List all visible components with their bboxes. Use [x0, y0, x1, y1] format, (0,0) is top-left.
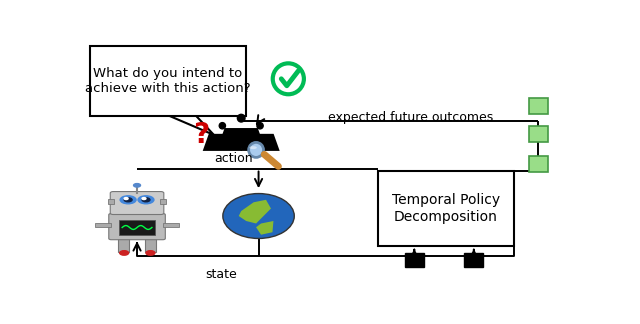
Bar: [529, 156, 548, 172]
Circle shape: [146, 251, 155, 255]
Ellipse shape: [250, 146, 257, 149]
Bar: [529, 126, 548, 143]
Ellipse shape: [248, 143, 264, 157]
Circle shape: [142, 198, 150, 202]
Text: What do you intend to
achieve with this action?: What do you intend to achieve with this …: [85, 67, 251, 95]
Bar: [145, 238, 156, 252]
Text: ?: ?: [193, 121, 209, 149]
Circle shape: [120, 251, 129, 255]
Ellipse shape: [220, 122, 225, 129]
Polygon shape: [217, 128, 265, 149]
Bar: [529, 98, 548, 114]
Bar: [95, 223, 111, 227]
FancyBboxPatch shape: [90, 46, 246, 116]
Bar: [405, 253, 424, 267]
FancyBboxPatch shape: [110, 191, 164, 214]
Text: state: state: [205, 268, 237, 281]
Ellipse shape: [257, 122, 263, 129]
Circle shape: [142, 198, 146, 200]
Bar: [119, 220, 155, 235]
Bar: [163, 223, 179, 227]
Ellipse shape: [223, 193, 294, 238]
FancyBboxPatch shape: [378, 171, 514, 246]
Circle shape: [134, 184, 141, 187]
Polygon shape: [241, 134, 280, 151]
Ellipse shape: [237, 114, 245, 122]
Circle shape: [138, 196, 154, 204]
Bar: [465, 253, 483, 267]
Bar: [108, 199, 114, 203]
Circle shape: [124, 198, 132, 202]
Polygon shape: [203, 134, 242, 151]
FancyBboxPatch shape: [109, 214, 165, 240]
Polygon shape: [239, 200, 271, 224]
Text: action: action: [214, 152, 253, 165]
Bar: [160, 199, 166, 203]
Bar: [118, 238, 129, 252]
Circle shape: [120, 196, 136, 204]
Polygon shape: [164, 114, 214, 135]
Text: Temporal Policy
Decomposition: Temporal Policy Decomposition: [392, 193, 500, 224]
Text: expected future outcomes: expected future outcomes: [328, 111, 493, 124]
Polygon shape: [256, 221, 273, 235]
Circle shape: [124, 198, 128, 200]
